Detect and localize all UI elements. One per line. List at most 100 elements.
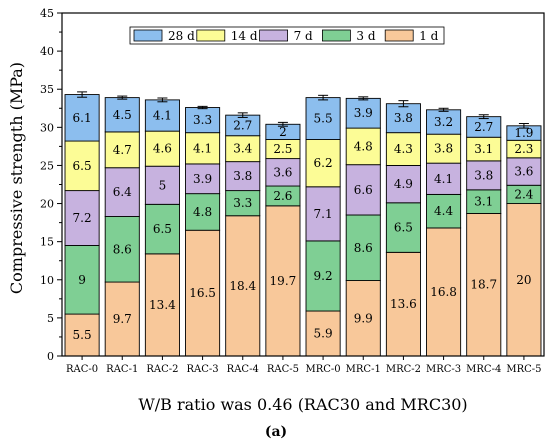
x-tick-label-mrc-0: MRC-0: [305, 364, 340, 375]
error-bar-mrc-3: [438, 107, 449, 112]
data-label-mrc-5-28d: 1.9: [514, 126, 533, 140]
data-label-mrc-0-1d: 5.9: [314, 327, 333, 341]
bar-segment-rac-4-1d: [225, 215, 261, 357]
data-label-mrc-1-28d: 3.9: [354, 106, 373, 120]
legend-swatch-3d: [321, 29, 351, 42]
data-label-mrc-3-14d: 3.8: [434, 142, 453, 156]
legend-swatch-1d: [384, 29, 414, 42]
data-label-mrc-2-3d: 6.5: [394, 221, 413, 235]
legend-swatch-14d: [196, 29, 226, 42]
error-bar-rac-0: [77, 91, 88, 98]
data-label-rac-5-14d: 2.5: [273, 142, 292, 156]
bar-segment-mrc-2-7d: [385, 164, 421, 204]
data-label-mrc-0-7d: 7.1: [314, 207, 333, 221]
figure-caption: (a): [265, 424, 287, 440]
data-label-rac-5-3d: 2.6: [273, 189, 292, 203]
bar-segment-mrc-1-1d: [345, 280, 381, 357]
error-bar-rac-3: [197, 105, 208, 110]
bar-segment-rac-3-7d: [185, 163, 221, 195]
data-label-rac-0-1d: 5.5: [73, 328, 92, 342]
bar-segment-rac-3-3d: [185, 193, 221, 231]
data-label-rac-0-14d: 6.5: [73, 159, 92, 173]
data-label-mrc-0-28d: 5.5: [314, 112, 333, 126]
data-label-mrc-2-1d: 13.6: [390, 297, 417, 311]
data-label-rac-0-28d: 6.1: [73, 111, 92, 125]
data-label-rac-5-1d: 19.7: [270, 274, 297, 288]
bar-segment-mrc-0-1d: [305, 310, 341, 357]
data-label-rac-4-7d: 3.8: [233, 169, 252, 183]
bar-segment-mrc-0-3d: [305, 240, 341, 312]
data-label-mrc-0-14d: 6.2: [314, 156, 333, 170]
data-label-mrc-5-14d: 2.3: [514, 142, 533, 156]
error-bar-rac-5: [277, 121, 288, 127]
data-label-rac-5-7d: 3.6: [273, 165, 292, 179]
segment-labels-layer: 5.5 9 7.2 6.5 6.1 9.7 8.6 6.4 4.7 4.5 13.4 6.5 5 4.6 4…: [73, 106, 534, 342]
bar-segment-rac-3-14d: [185, 132, 221, 165]
x-tick-label-rac-1: RAC-1: [106, 364, 138, 375]
bar-segment-rac-0-14d: [64, 140, 100, 192]
bar-segment-rac-2-1d: [144, 253, 180, 357]
bar-segment-rac-4-14d: [225, 135, 261, 163]
data-label-mrc-3-1d: 16.8: [430, 285, 457, 299]
bar-segment-rac-4-7d: [225, 161, 261, 192]
data-label-rac-2-28d: 4.1: [153, 109, 172, 123]
data-label-mrc-4-7d: 3.8: [474, 168, 493, 182]
error-bar-rac-4: [237, 112, 248, 118]
bar-segment-rac-1-1d: [104, 281, 140, 357]
data-label-rac-1-1d: 9.7: [113, 312, 132, 326]
data-label-rac-3-1d: 16.5: [189, 286, 216, 300]
y-tick-label-35: 35: [40, 83, 54, 96]
x-tick-label-rac-2: RAC-2: [146, 364, 178, 375]
data-label-rac-1-14d: 4.7: [113, 143, 132, 157]
bar-segment-mrc-2-28d: [385, 103, 421, 134]
x-tick-label-rac-3: RAC-3: [187, 364, 219, 375]
data-label-rac-2-7d: 5: [159, 178, 167, 192]
bar-segment-rac-5-7d: [265, 158, 301, 187]
data-label-rac-3-14d: 4.1: [193, 141, 212, 155]
y-tick-label-20: 20: [40, 198, 54, 211]
data-label-mrc-4-28d: 2.7: [474, 120, 493, 134]
error-bar-mrc-0: [318, 94, 329, 101]
bar-segment-mrc-4-7d: [466, 160, 502, 191]
data-label-mrc-3-3d: 4.4: [434, 204, 453, 218]
legend-label-3d: 3 d: [356, 29, 375, 43]
x-tick-label-rac-5: RAC-5: [267, 364, 299, 375]
x-tick-label-mrc-4: MRC-4: [466, 364, 501, 375]
x-axis-title: W/B ratio was 0.46 (RAC30 and MRC30): [138, 395, 467, 414]
data-label-mrc-3-28d: 3.2: [434, 115, 453, 129]
data-label-rac-2-3d: 6.5: [153, 222, 172, 236]
data-label-rac-4-3d: 3.3: [233, 196, 252, 210]
y-tick-label-25: 25: [40, 159, 54, 172]
bar-segment-mrc-5-1d: [506, 203, 542, 357]
error-bar-mrc-2: [398, 100, 409, 108]
bar-segment-rac-1-14d: [104, 131, 140, 169]
axes-layer: RAC-0 RAC-1 RAC-2 RAC-3 RAC-4 RAC-5 MRC-0 MRC-1…: [40, 7, 545, 375]
y-tick-label-5: 5: [47, 312, 54, 325]
bar-segment-rac-3-1d: [185, 229, 221, 357]
legend-label-1d: 1 d: [419, 29, 438, 43]
data-label-rac-3-3d: 4.8: [193, 205, 212, 219]
error-bar-rac-1: [117, 95, 128, 100]
data-label-mrc-0-3d: 9.2: [314, 269, 333, 283]
y-axis-title: Compressive strength (MPa): [7, 62, 26, 294]
y-tick-label-0: 0: [47, 350, 54, 363]
legend-swatch-28d: [133, 29, 163, 42]
x-tick-label-rac-4: RAC-4: [227, 364, 259, 375]
bar-segment-mrc-5-7d: [506, 157, 542, 186]
y-tick-label-45: 45: [40, 7, 54, 20]
legend: 28 d 14 d 7 d 3 d 1 d: [129, 26, 445, 45]
bar-segment-mrc-1-7d: [345, 164, 381, 216]
data-label-mrc-4-1d: 18.7: [470, 278, 497, 292]
bar-segment-rac-0-1d: [64, 313, 100, 357]
bar-segment-mrc-3-1d: [426, 227, 462, 357]
y-tick-label-15: 15: [40, 236, 54, 249]
data-label-rac-2-1d: 13.4: [149, 298, 176, 312]
bar-segment-mrc-2-14d: [385, 132, 421, 166]
data-label-mrc-3-7d: 4.1: [434, 172, 453, 186]
bar-segment-rac-2-28d: [144, 99, 180, 132]
legend-label-28d: 28 d: [168, 29, 195, 43]
bar-segment-mrc-0-7d: [305, 186, 341, 242]
x-tick-label-mrc-1: MRC-1: [346, 364, 381, 375]
y-tick-label-10: 10: [40, 274, 54, 287]
